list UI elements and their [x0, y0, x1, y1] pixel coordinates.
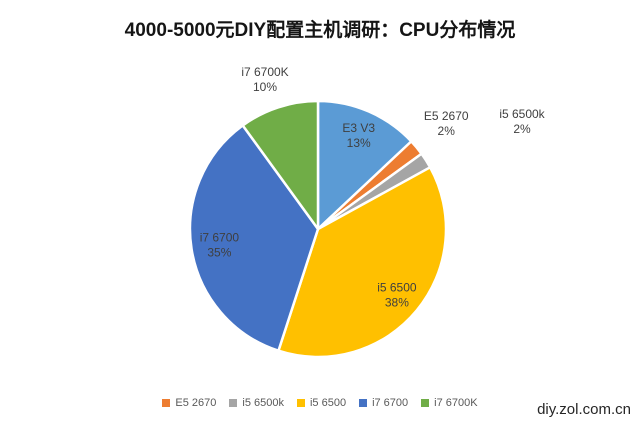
legend-label: i7 6700K [434, 397, 478, 409]
legend-swatch [229, 399, 238, 407]
slice-label-i5-6500k: i5 6500k 2% [499, 107, 545, 136]
chart-title: 4000-5000元DIY配置主机调研：CPU分布情况 [124, 20, 516, 41]
legend-item-i7-6700k: i7 6700K [421, 397, 478, 409]
slice-label-i5-6500: i5 6500 38% [377, 280, 417, 309]
pie-slice-i5-6500 [277, 166, 448, 359]
legend-label: i7 6700 [372, 397, 409, 409]
legend-label: i5 6500k [242, 397, 284, 409]
watermark: diy.zol.com.cn [537, 401, 631, 418]
legend-swatch [359, 399, 368, 407]
legend-item-i5-6500: i5 6500 [296, 397, 347, 409]
pie-slice-i7-6700 [188, 124, 320, 352]
legend-swatch [421, 399, 430, 407]
legend-item-i7-6700: i7 6700 [359, 397, 408, 409]
slice-label-e5-2670: E5 2670 2% [424, 109, 469, 138]
legend: E5 2670 i5 6500k i5 6500 i7 6700 i7 6700K [0, 397, 640, 409]
legend-label: i5 6500 [309, 397, 347, 409]
slice-label-i7-6700k: i7 6700K 10% [241, 65, 288, 94]
legend-swatch [296, 399, 305, 407]
legend-label: E5 2670 [175, 397, 217, 409]
pie-slice-e3-v3 [316, 99, 413, 231]
legend-item-e5-2670: E5 2670 [162, 397, 216, 409]
legend-item-i5-6500k: i5 6500k [229, 397, 284, 409]
slice-label-i7-6700: i7 6700 35% [200, 231, 240, 260]
pie-slice-i7-6700k [241, 99, 320, 231]
slice-label-e3-v3: E3 V3 13% [342, 121, 375, 150]
legend-swatch [162, 399, 171, 407]
